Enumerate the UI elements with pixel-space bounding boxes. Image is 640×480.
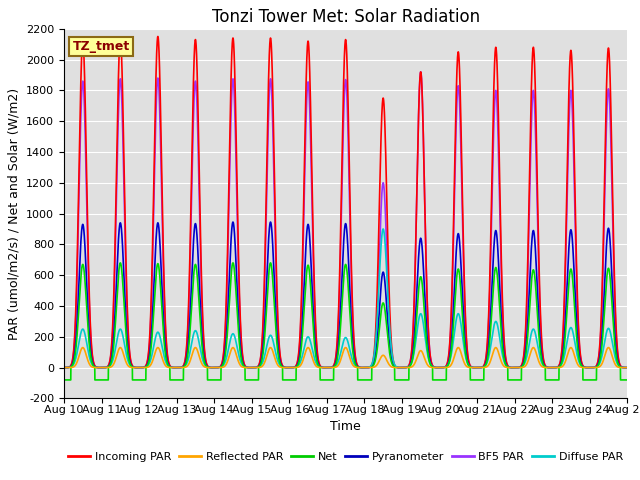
Incoming PAR [154,34,162,39]
Net [483,357,491,363]
BF5 PAR [513,365,520,371]
Diffuse PAR [623,365,631,371]
Net [420,297,428,302]
Reflected PAR [60,365,68,371]
Pyranometer [499,338,506,344]
Line: Net: Net [64,263,627,380]
BF5 PAR [499,311,506,317]
Pyranometer [90,362,97,368]
Net [499,345,506,351]
BF5 PAR [417,69,424,75]
Diffuse PAR [90,363,97,369]
Line: Pyranometer: Pyranometer [64,222,627,368]
Incoming PAR [623,365,631,371]
X-axis label: Time: Time [330,420,361,433]
Diffuse PAR [513,365,520,371]
Y-axis label: PAR (umol/m2/s) / Net and Solar (W/m2): PAR (umol/m2/s) / Net and Solar (W/m2) [8,87,20,340]
Incoming PAR [520,346,528,352]
BF5 PAR [623,365,631,371]
Reflected PAR [520,364,528,370]
Line: Diffuse PAR: Diffuse PAR [64,229,627,368]
Diffuse PAR [380,226,387,232]
Incoming PAR [90,359,97,365]
Pyranometer [420,268,428,274]
Incoming PAR [499,302,506,308]
Reflected PAR [483,363,491,369]
Reflected PAR [623,365,631,371]
Line: BF5 PAR: BF5 PAR [64,72,627,368]
Reflected PAR [420,352,428,358]
Pyranometer [623,365,631,371]
BF5 PAR [90,360,97,365]
BF5 PAR [520,349,528,355]
Net [60,377,68,383]
Incoming PAR [420,144,428,149]
Diffuse PAR [420,322,428,328]
Pyranometer [483,354,491,360]
Diffuse PAR [60,365,68,371]
Net [116,260,124,266]
Pyranometer [513,365,520,371]
Incoming PAR [513,365,520,371]
Diffuse PAR [520,361,528,367]
Text: TZ_tmet: TZ_tmet [72,40,130,53]
Line: Reflected PAR: Reflected PAR [64,348,627,368]
Incoming PAR [483,340,491,346]
Incoming PAR [60,365,68,371]
Net [520,359,528,365]
Title: Tonzi Tower Met: Solar Radiation: Tonzi Tower Met: Solar Radiation [212,8,479,26]
Pyranometer [229,219,237,225]
Net [623,377,631,383]
Legend: Incoming PAR, Reflected PAR, Net, Pyranometer, BF5 PAR, Diffuse PAR: Incoming PAR, Reflected PAR, Net, Pyrano… [64,448,627,467]
BF5 PAR [420,144,428,149]
Pyranometer [60,365,68,371]
Reflected PAR [79,345,86,350]
Reflected PAR [513,365,520,371]
Line: Incoming PAR: Incoming PAR [64,36,627,368]
BF5 PAR [483,343,491,349]
Diffuse PAR [499,353,506,359]
Pyranometer [520,357,528,362]
Net [90,363,97,369]
BF5 PAR [60,365,68,371]
Reflected PAR [90,364,97,370]
Diffuse PAR [483,359,491,365]
Net [513,377,520,383]
Reflected PAR [499,361,506,367]
